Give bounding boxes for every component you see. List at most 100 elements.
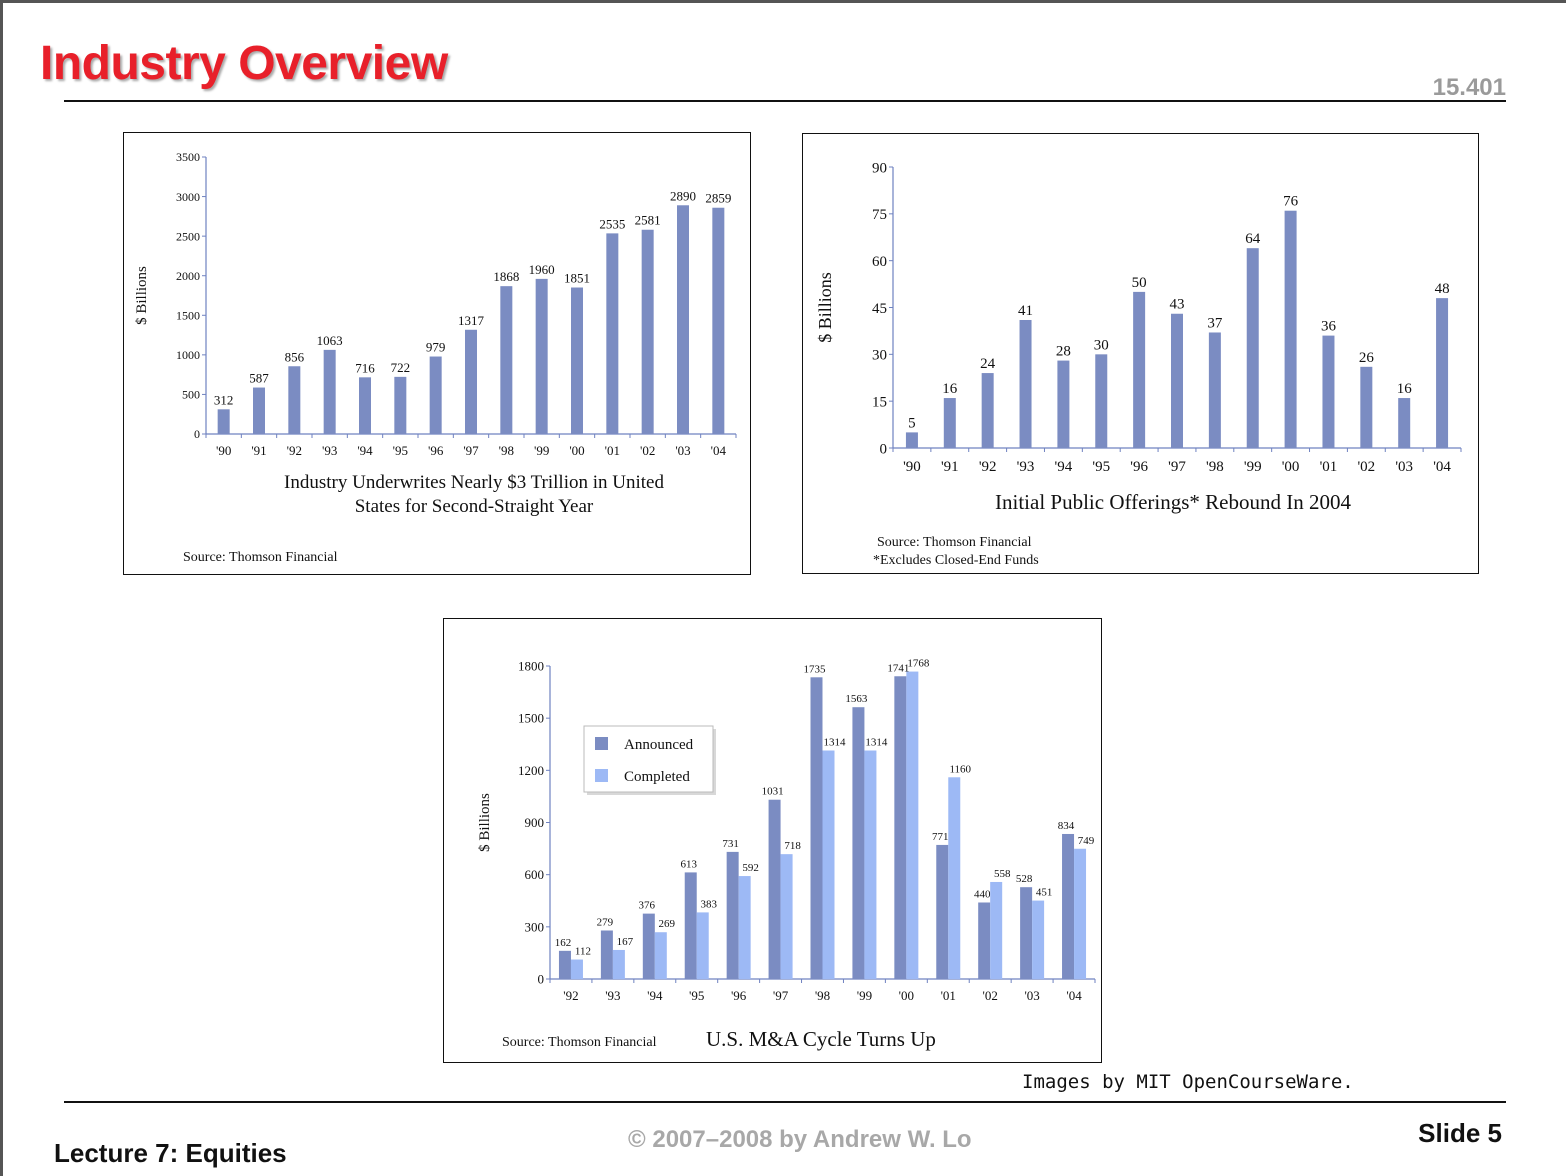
data-label: 2890	[670, 188, 696, 203]
x-tick-label: '94	[1055, 459, 1073, 475]
y-tick-label: 1500	[176, 308, 200, 322]
bar	[535, 278, 548, 434]
data-label: 587	[249, 371, 269, 386]
bar	[429, 356, 442, 434]
bar	[1322, 335, 1335, 448]
bar-completed	[738, 876, 751, 979]
bar-completed	[570, 959, 583, 979]
x-tick-label: '98	[1206, 459, 1224, 475]
legend-entry: Completed	[624, 769, 690, 785]
x-tick-label: '93	[605, 988, 620, 1003]
y-tick-label: 1000	[176, 348, 200, 362]
bar	[1208, 332, 1221, 448]
bar	[641, 229, 654, 434]
x-tick-label: '04	[1433, 459, 1451, 475]
bar	[677, 205, 689, 434]
x-tick-label: '92	[979, 459, 997, 475]
bar	[359, 377, 371, 434]
ipo-chart: 0 15 30 45 60 75 90 $ Billions '90 5 '91 16 '92 24 '93…	[815, 160, 1462, 475]
data-label: 1314	[865, 737, 888, 749]
bar-announced	[936, 844, 949, 979]
bar-announced	[810, 677, 823, 979]
y-tick-label: 60	[872, 254, 887, 270]
bar	[571, 287, 583, 434]
ma-chart-panel: 0 300 600 900 1200 1500 1800 $ Billions '92 162 11…	[443, 618, 1102, 1063]
data-label: 1563	[845, 693, 868, 705]
x-tick-label: '98	[815, 988, 830, 1003]
data-label: 528	[1016, 873, 1033, 885]
bar-completed	[612, 949, 625, 979]
data-label: 749	[1078, 835, 1095, 847]
y-tick-label: 3500	[176, 150, 200, 164]
ipo-source: Source: Thomson Financial	[877, 535, 1032, 550]
underwriting-source: Source: Thomson Financial	[183, 550, 338, 565]
data-label: 43	[1170, 297, 1185, 313]
y-tick-label: 2000	[176, 269, 200, 283]
data-label: 376	[639, 900, 656, 912]
frame-left-border	[0, 0, 3, 1176]
y-tick-label: 1800	[518, 659, 544, 674]
data-label: 716	[355, 360, 375, 375]
x-tick-label: '04	[1066, 988, 1082, 1003]
legend-swatch	[595, 769, 608, 782]
bar-announced	[600, 930, 613, 979]
data-label: 36	[1321, 319, 1337, 335]
x-tick-label: '97	[1168, 459, 1186, 475]
bar-completed	[948, 777, 961, 979]
data-label: 558	[994, 868, 1011, 880]
y-tick-label: 15	[872, 394, 887, 410]
data-label: 1317	[458, 313, 485, 328]
bar	[981, 373, 994, 448]
y-tick-label: 2500	[176, 229, 200, 243]
x-tick-label: '99	[1244, 459, 1262, 475]
data-label: 112	[575, 946, 591, 958]
data-label: 50	[1132, 275, 1147, 291]
underwriting-chart: 0 500 1000 1500 2000 2500 3000 3500 $ Billions '9…	[134, 150, 737, 458]
x-tick-label: '94	[357, 443, 373, 458]
page-title: Industry Overview	[40, 37, 448, 90]
y-axis-label: $ Billions	[477, 793, 493, 852]
bar	[217, 409, 230, 434]
x-tick-label: '03	[1024, 988, 1039, 1003]
y-axis-label: $ Billions	[134, 266, 150, 325]
bar	[1398, 398, 1411, 448]
x-tick-label: '97	[463, 443, 479, 458]
bar-announced	[642, 913, 655, 979]
x-tick-label: '96	[731, 988, 747, 1003]
data-label: 834	[1058, 820, 1075, 832]
data-label: 2535	[599, 216, 625, 231]
data-label: 731	[722, 838, 739, 850]
bar-completed	[864, 750, 877, 979]
bar	[1246, 248, 1259, 448]
bar	[905, 432, 918, 448]
bar	[1095, 354, 1108, 448]
data-label: 5	[908, 415, 916, 431]
bar	[500, 286, 513, 434]
bar-announced	[768, 799, 781, 979]
data-label: 1735	[804, 663, 827, 675]
bar	[394, 376, 407, 434]
x-tick-label: '95	[393, 443, 408, 458]
x-tick-label: '92	[287, 443, 302, 458]
data-label: 451	[1036, 887, 1053, 899]
copyright-notice: © 2007–2008 by Andrew W. Lo	[628, 1126, 972, 1153]
data-label: 269	[659, 918, 676, 930]
bar	[1284, 210, 1297, 448]
data-label: 167	[617, 936, 634, 948]
x-tick-label: '98	[499, 443, 514, 458]
x-tick-label: '00	[1282, 459, 1300, 475]
data-label: 979	[426, 340, 446, 355]
x-tick-label: '99	[534, 443, 549, 458]
bar-announced	[558, 950, 571, 979]
data-label: 771	[932, 831, 949, 843]
y-tick-label: 300	[525, 919, 545, 934]
ipo-chart-panel: 0 15 30 45 60 75 90 $ Billions '90 5 '91 16 '92 24 '93…	[802, 133, 1479, 574]
data-label: 856	[285, 349, 305, 364]
frame-top-border	[0, 0, 1566, 3]
header-rule	[64, 100, 1506, 102]
x-tick-label: '91	[251, 443, 266, 458]
bar-completed	[822, 750, 835, 979]
data-label: 1960	[529, 262, 555, 277]
data-label: 48	[1435, 281, 1450, 297]
bar	[323, 349, 336, 434]
